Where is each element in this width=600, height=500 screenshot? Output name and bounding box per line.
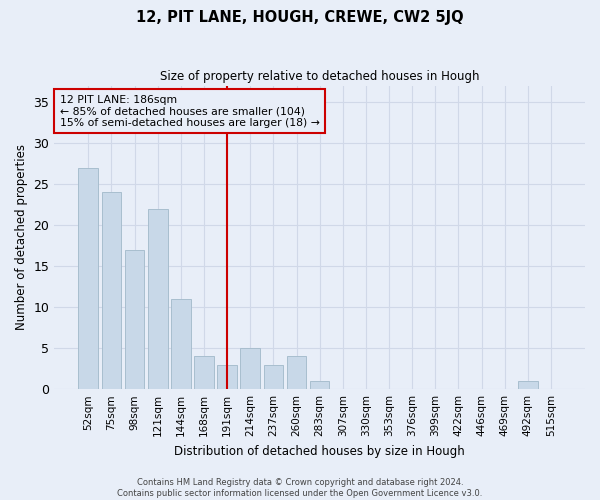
Bar (217, 364, 237, 389)
Bar (310, 381, 329, 389)
Bar (171, 299, 191, 389)
Bar (518, 381, 538, 389)
Bar (101, 192, 121, 389)
Bar (194, 356, 214, 389)
Y-axis label: Number of detached properties: Number of detached properties (15, 144, 28, 330)
Bar (148, 208, 167, 389)
Bar (125, 250, 145, 389)
Text: 12, PIT LANE, HOUGH, CREWE, CW2 5JQ: 12, PIT LANE, HOUGH, CREWE, CW2 5JQ (136, 10, 464, 25)
Text: Contains HM Land Registry data © Crown copyright and database right 2024.
Contai: Contains HM Land Registry data © Crown c… (118, 478, 482, 498)
Bar (287, 356, 307, 389)
Text: 12 PIT LANE: 186sqm
← 85% of detached houses are smaller (104)
15% of semi-detac: 12 PIT LANE: 186sqm ← 85% of detached ho… (59, 94, 319, 128)
Title: Size of property relative to detached houses in Hough: Size of property relative to detached ho… (160, 70, 479, 83)
Bar (263, 364, 283, 389)
X-axis label: Distribution of detached houses by size in Hough: Distribution of detached houses by size … (174, 444, 465, 458)
Bar (79, 168, 98, 389)
Bar (241, 348, 260, 389)
